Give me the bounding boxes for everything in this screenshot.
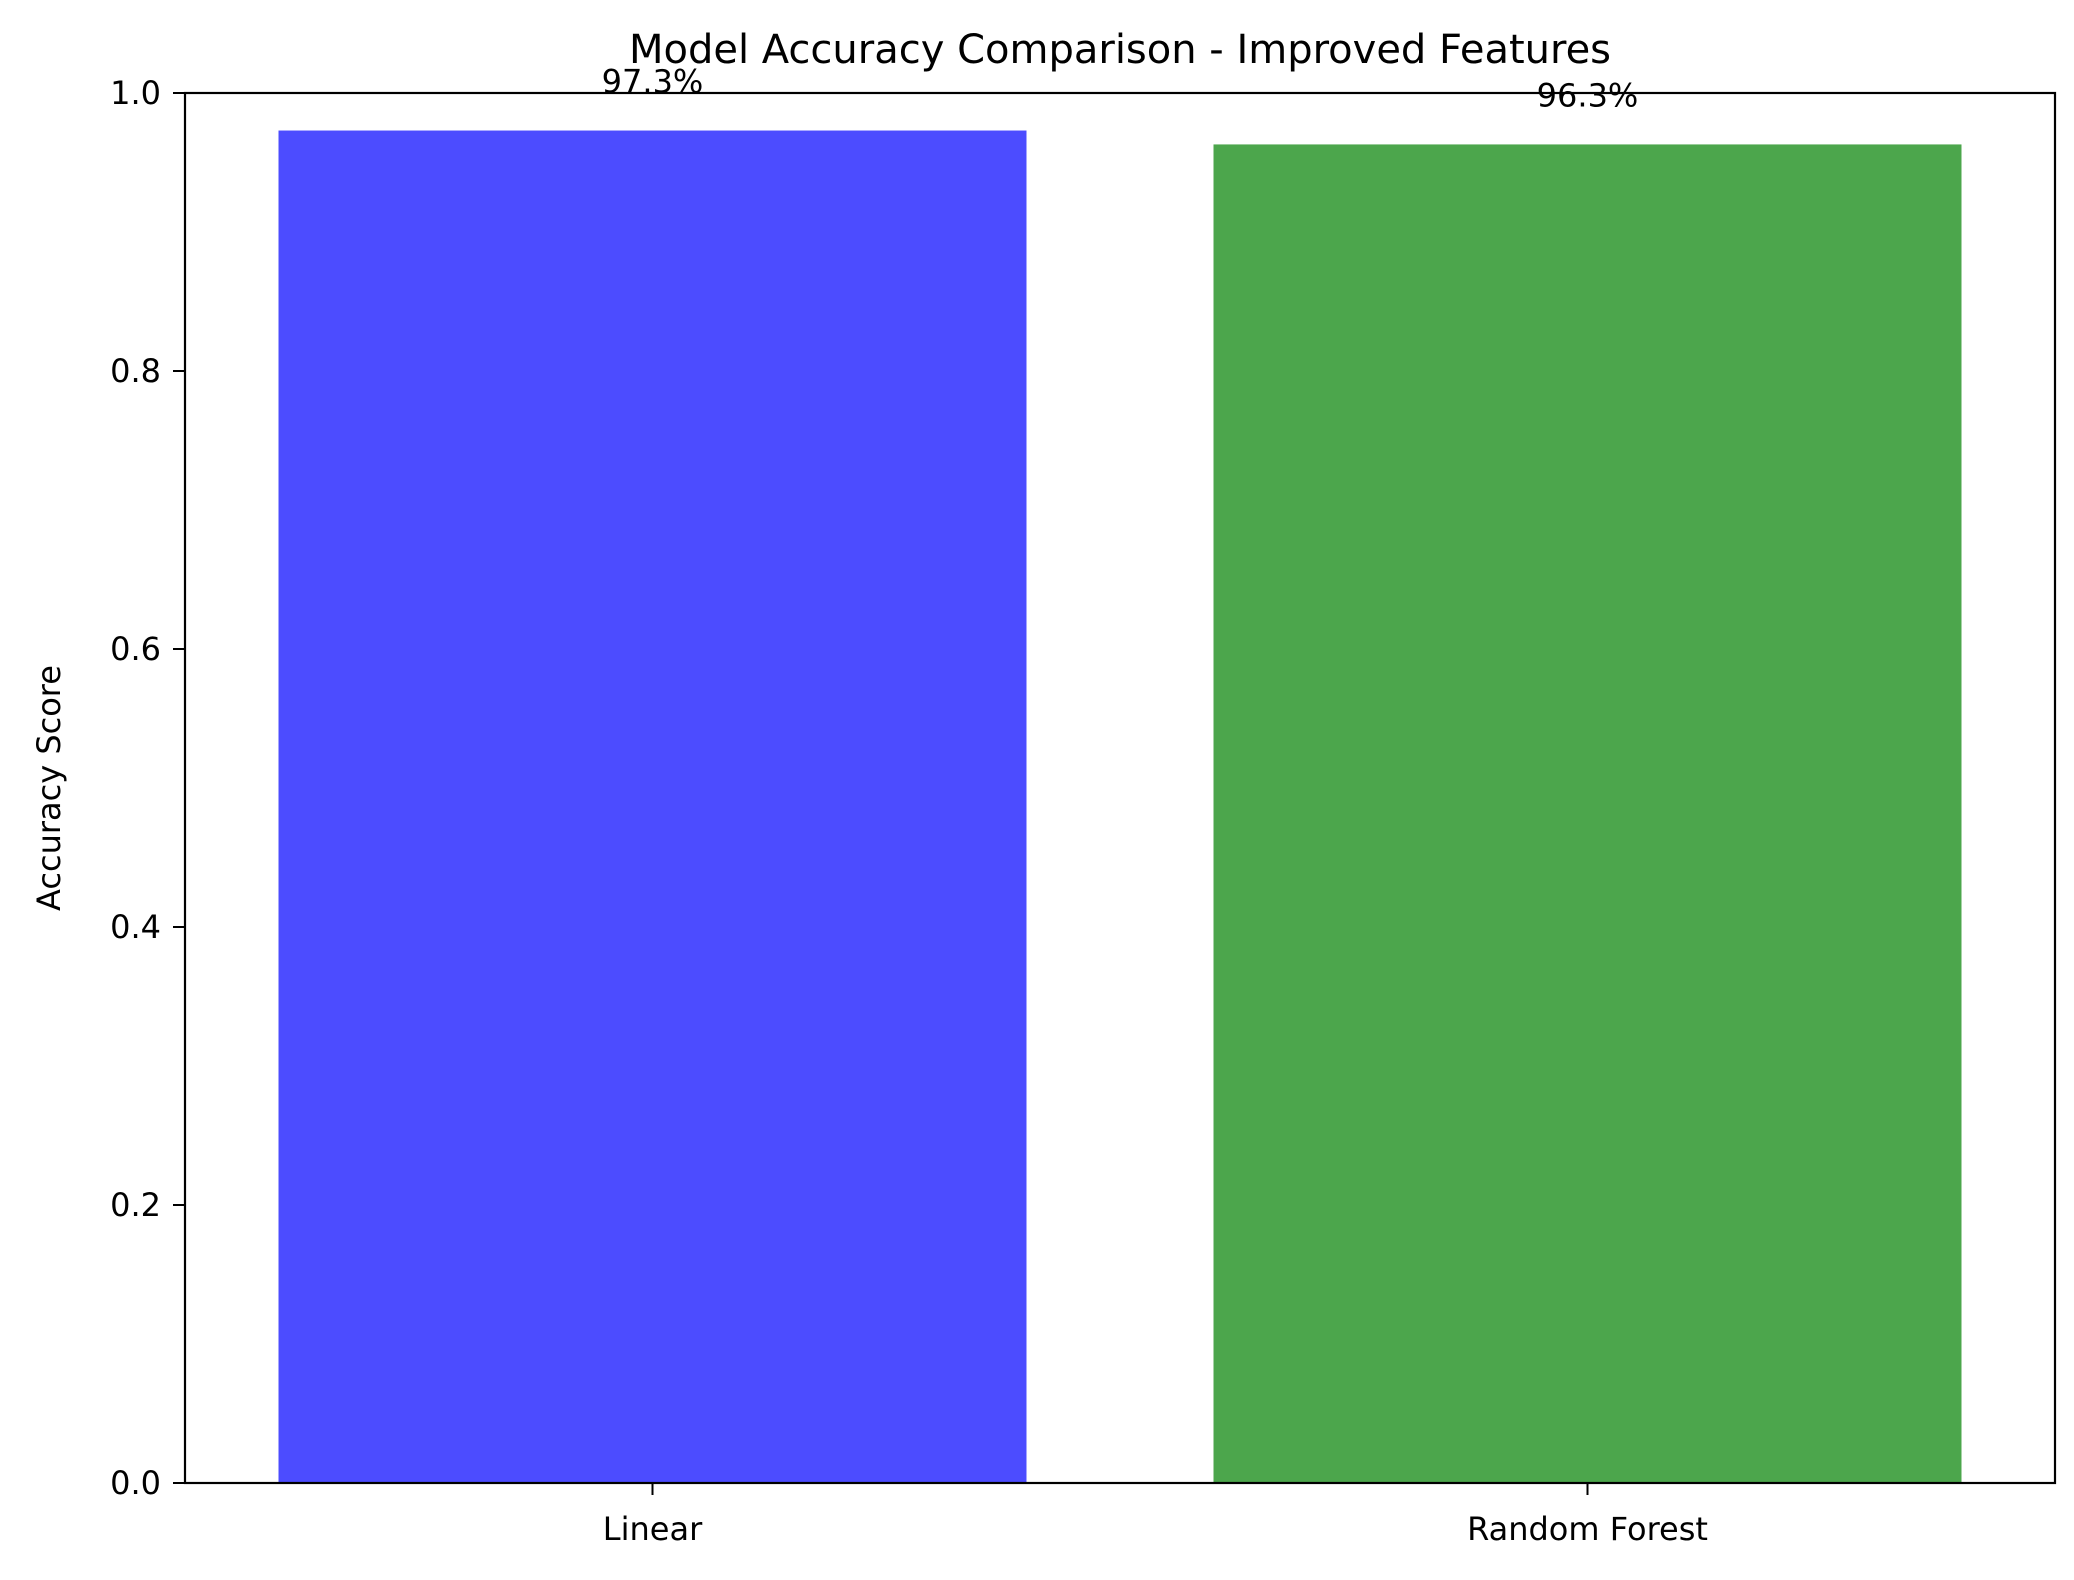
x-tick-label-linear: Linear bbox=[603, 1510, 703, 1548]
x-axis: Linear Random Forest bbox=[603, 1483, 1708, 1548]
y-tick-label-0-8: 0.8 bbox=[110, 352, 161, 390]
bar-linear bbox=[278, 130, 1027, 1483]
y-tick-label-0-0: 0.0 bbox=[110, 1464, 161, 1502]
plot-frame bbox=[183, 91, 2057, 1485]
bar-random-forest bbox=[1213, 144, 1962, 1484]
bars-layer bbox=[278, 130, 1962, 1484]
y-tick-label-0-2: 0.2 bbox=[110, 1186, 161, 1224]
data-labels-layer: 97.3% 96.3% bbox=[602, 63, 1639, 115]
y-tick-label-0-4: 0.4 bbox=[110, 908, 161, 946]
chart-title: Model Accuracy Comparison - Improved Fea… bbox=[629, 27, 1611, 73]
data-label-linear: 97.3% bbox=[602, 63, 704, 101]
y-axis: 0.0 0.2 0.4 0.6 0.8 1.0 bbox=[110, 74, 185, 1502]
y-tick-label-1-0: 1.0 bbox=[110, 74, 161, 112]
y-tick-label-0-6: 0.6 bbox=[110, 630, 161, 668]
data-label-random-forest: 96.3% bbox=[1537, 76, 1639, 114]
y-axis-title: Accuracy Score bbox=[30, 665, 68, 911]
x-tick-label-random-forest: Random Forest bbox=[1467, 1510, 1708, 1548]
